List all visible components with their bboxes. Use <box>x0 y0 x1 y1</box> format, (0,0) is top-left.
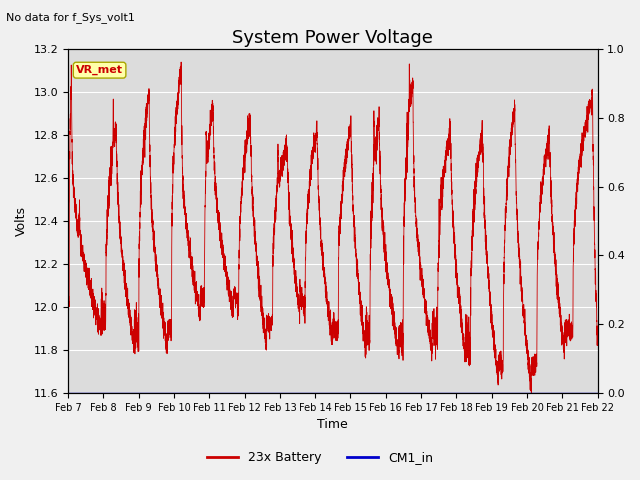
Y-axis label: Volts: Volts <box>15 206 28 236</box>
Title: System Power Voltage: System Power Voltage <box>232 29 433 48</box>
Text: VR_met: VR_met <box>76 65 123 75</box>
Text: No data for f_Sys_volt1: No data for f_Sys_volt1 <box>6 12 135 23</box>
Legend: 23x Battery, CM1_in: 23x Battery, CM1_in <box>202 446 438 469</box>
X-axis label: Time: Time <box>317 419 348 432</box>
